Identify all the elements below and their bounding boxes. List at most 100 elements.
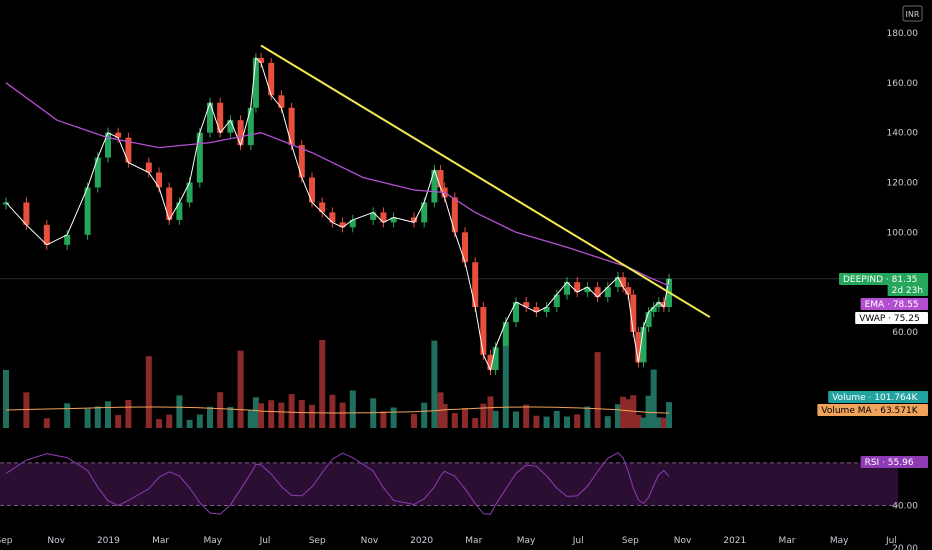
- candle-body: [319, 202, 326, 213]
- candle-body: [421, 202, 428, 223]
- time-axis-tick: Mar: [779, 536, 796, 546]
- time-axis-tick: Mar: [465, 536, 482, 546]
- candle-body: [480, 307, 487, 355]
- time-axis-tick: Sep: [0, 536, 13, 546]
- candle-body: [594, 287, 601, 298]
- volume-bar: [390, 407, 397, 428]
- volume-bar: [502, 346, 509, 428]
- time-axis-tick: Nov: [47, 536, 65, 546]
- volume-bar: [625, 399, 632, 428]
- volume-bar: [431, 340, 438, 428]
- volume-bar: [105, 401, 111, 428]
- candle-body: [298, 145, 305, 178]
- time-axis[interactable]: Sep Nov 2019 Mar May Jul Sep Nov 2020 Mar May Jul Se…: [0, 536, 932, 546]
- rsi-label: RSI · 55.96: [860, 456, 928, 468]
- volume-bar: [462, 407, 468, 428]
- time-axis-tick: Jul: [259, 536, 271, 546]
- volume-bar: [655, 417, 662, 428]
- candle-body: [125, 137, 132, 163]
- vwap-line: [5, 56, 670, 372]
- volume-bar: [480, 403, 487, 428]
- countdown-label-text: 2d 23h: [892, 286, 923, 296]
- candle-body: [145, 162, 152, 173]
- time-axis-tick: Nov: [674, 536, 692, 546]
- rsi-axis-tick: 40.00: [892, 501, 918, 511]
- candle-body: [252, 57, 259, 108]
- volume-bar: [268, 400, 275, 428]
- volume-bar: [227, 406, 234, 428]
- volume-bar: [523, 404, 530, 428]
- candle-body: [533, 307, 540, 313]
- candle-body: [431, 170, 438, 203]
- volume-bar: [650, 369, 657, 428]
- volume-bar: [237, 350, 244, 428]
- trendline[interactable]: [260, 44, 711, 318]
- candle-body: [258, 57, 264, 63]
- candle-body: [462, 232, 468, 263]
- time-axis-tick: Sep: [622, 536, 639, 546]
- volume-bar: [288, 394, 295, 428]
- candle-body: [64, 234, 71, 245]
- volume-bar: [186, 419, 193, 428]
- volume-bar: [309, 404, 315, 428]
- candle-body: [487, 354, 494, 370]
- volume-bar: [640, 417, 647, 428]
- candle-body: [196, 132, 203, 183]
- price-axis-tick: 180.00: [887, 29, 919, 39]
- volume-bar: [43, 418, 50, 428]
- candle-body: [217, 102, 224, 133]
- price-axis-tick: 160.00: [887, 79, 919, 89]
- rsi-label-text: RSI · 55.96: [865, 458, 914, 468]
- rsi-pane[interactable]: [0, 452, 898, 515]
- volume-bar: [543, 416, 550, 428]
- price-axis-tick: 60.00: [892, 328, 918, 338]
- volume-pane[interactable]: [3, 340, 672, 428]
- volume-bar: [247, 410, 254, 428]
- candle-body: [23, 202, 30, 225]
- currency-badge[interactable]: INR: [902, 5, 923, 22]
- candle-body: [278, 95, 285, 108]
- time-axis-tick: May: [517, 536, 536, 546]
- volume-bar: [94, 406, 101, 428]
- volume-bar: [64, 403, 71, 428]
- candle-body: [411, 217, 417, 223]
- volume-bar: [472, 418, 479, 428]
- volume-bar: [574, 414, 581, 428]
- volume-bar: [115, 415, 122, 428]
- rsi-axis-tick: 20.00: [892, 544, 918, 550]
- candle-body: [564, 282, 570, 295]
- candle-body: [329, 212, 336, 223]
- volume-bar: [441, 404, 448, 428]
- volume-bar: [421, 402, 428, 428]
- candle-body: [437, 170, 444, 188]
- candle-body: [166, 187, 173, 220]
- candle-body: [620, 277, 627, 288]
- volume-bar: [635, 414, 642, 428]
- candle-body: [655, 302, 662, 308]
- price-pane[interactable]: [0, 44, 898, 375]
- candle-body: [3, 202, 9, 205]
- volume-bar: [451, 413, 458, 428]
- volume-bar: [645, 395, 652, 428]
- volume-bar: [319, 340, 326, 428]
- time-axis-tick: May: [203, 536, 222, 546]
- volume-ma-label-text: Volume MA · 63.571K: [821, 406, 918, 416]
- candle-body: [523, 302, 530, 308]
- volume-bar: [553, 410, 560, 428]
- countdown-label: 2d 23h: [887, 284, 928, 296]
- volume-bar: [298, 399, 305, 428]
- volume-label-text: Volume · 101.764K: [832, 393, 918, 403]
- candle-body: [288, 107, 295, 146]
- volume-bar: [125, 399, 132, 428]
- volume-label: Volume · 101.764K: [828, 391, 928, 403]
- candle-body: [94, 157, 101, 188]
- ema-line: [5, 82, 670, 287]
- candle-body: [349, 219, 356, 228]
- vwap-label-text: VWAP · 75.25: [859, 314, 920, 324]
- candle-body: [645, 312, 652, 328]
- volume-bar: [594, 352, 601, 428]
- time-axis-tick: Jul: [885, 536, 897, 546]
- candle-body: [492, 347, 499, 370]
- candle-body: [640, 327, 647, 363]
